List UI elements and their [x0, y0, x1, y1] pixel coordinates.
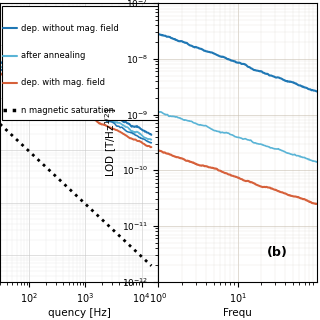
Text: after annealing: after annealing [20, 51, 85, 60]
Text: $\bf{(b)}$: $\bf{(b)}$ [266, 244, 288, 259]
X-axis label: Frequ: Frequ [223, 308, 252, 318]
Y-axis label: LOD [T/Hz$^{1/2}$]: LOD [T/Hz$^{1/2}$] [104, 108, 119, 177]
Text: n magnetic saturation: n magnetic saturation [20, 106, 114, 115]
Text: dep. with mag. field: dep. with mag. field [20, 78, 105, 87]
Bar [2, 6, 158, 120]
X-axis label: quency [Hz]: quency [Hz] [48, 308, 111, 318]
Text: dep. without mag. field: dep. without mag. field [20, 24, 118, 33]
